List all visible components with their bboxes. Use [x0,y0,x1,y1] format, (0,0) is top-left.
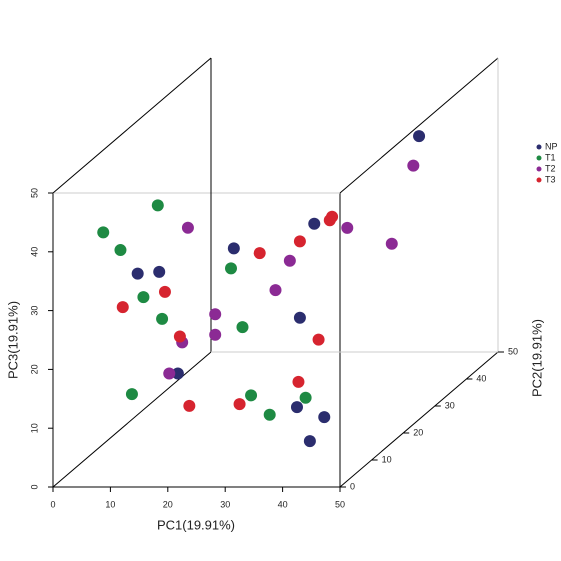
y-tick-label: 20 [413,427,423,437]
point [407,159,420,172]
point [292,375,305,388]
point [269,284,282,297]
point [209,328,222,341]
point [183,399,196,412]
point [413,130,426,143]
point [156,312,169,325]
point [114,244,127,257]
legend-marker [536,144,542,150]
point [131,267,144,280]
z-tick-label: 30 [29,306,39,316]
x-tick-label: 20 [163,499,173,509]
legend-marker [536,177,542,183]
point [153,265,166,278]
point [233,398,246,411]
x-tick-label: 40 [278,499,288,509]
point [137,291,150,304]
point [323,214,336,227]
point [209,308,222,321]
box [52,57,499,488]
point [290,401,303,414]
point [116,301,129,314]
z-tick-label: 40 [29,247,39,257]
point [341,221,354,234]
x-tick-label: 30 [220,499,230,509]
point [125,388,138,401]
point [181,221,194,234]
y-tick-label: 30 [445,400,455,410]
x-axis-title: PC1(19.91%) [157,517,235,532]
point [253,247,266,260]
y-tick-label: 50 [508,346,518,356]
x-tick-label: 10 [105,499,115,509]
point [293,235,306,248]
point [312,333,325,346]
point [173,330,186,343]
point [263,408,276,421]
point [299,391,312,404]
z-tick-label: 10 [29,423,39,433]
legend-label: NP [545,141,558,151]
y-tick-label: 40 [476,373,486,383]
point [225,262,237,275]
point [236,321,249,334]
point [308,217,321,230]
x-tick-label: 50 [335,499,345,509]
point [151,199,164,212]
y-axis-title: PC2(19.91%) [529,319,544,397]
y-tick-label: 0 [350,481,355,491]
point [245,389,258,402]
point [385,237,398,250]
legend-label: T2 [545,163,556,173]
point [163,367,176,380]
point [303,435,316,448]
point [318,411,331,424]
point [293,311,306,324]
z-tick-label: 20 [29,364,39,374]
legend-label: T3 [545,174,556,184]
z-axis-title: PC3(19.91%) [5,301,20,379]
x-tick-label: 0 [50,499,55,509]
legend-label: T1 [545,152,556,162]
point [158,285,171,298]
point [283,254,296,267]
legend-marker [536,155,542,161]
z-tick-label: 50 [29,188,39,198]
z-tick-label: 0 [29,484,39,489]
y-tick-label: 10 [382,454,392,464]
legend-marker [536,166,542,172]
point [227,242,240,255]
point [171,367,184,380]
point [97,226,110,239]
